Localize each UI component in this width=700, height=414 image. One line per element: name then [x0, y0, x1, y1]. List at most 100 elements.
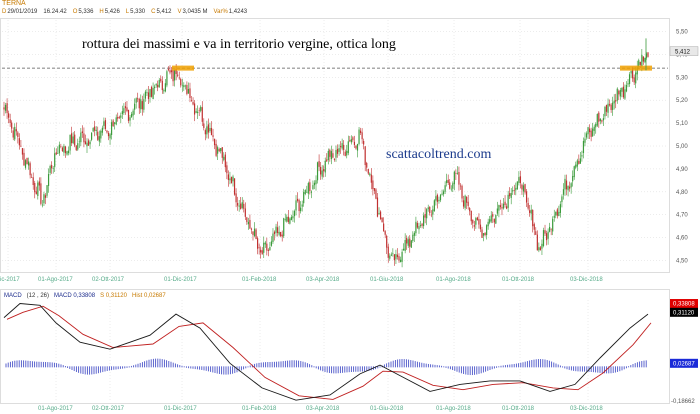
- candle-body: [632, 68, 634, 79]
- candle-body: [55, 152, 57, 155]
- candle-body: [450, 188, 452, 190]
- candle-body: [415, 221, 417, 234]
- candle-body: [310, 191, 312, 193]
- candle-body: [509, 193, 511, 197]
- macd-line: [3, 303, 649, 401]
- candle-body: [584, 138, 586, 143]
- candle-body: [115, 117, 117, 125]
- candle-body: [155, 83, 157, 86]
- macd-x-tick-label: 01-Feb-2018: [242, 406, 277, 412]
- candle-body: [547, 231, 549, 239]
- candle-body: [246, 217, 248, 222]
- candle-body: [200, 106, 202, 111]
- candle-body: [476, 217, 478, 220]
- candle-body: [396, 254, 399, 258]
- candle-body: [561, 196, 563, 203]
- x-tick-label: 01-Giu-2018: [370, 277, 404, 283]
- candle-body: [359, 130, 362, 133]
- candle-body: [393, 254, 395, 261]
- candle-body: [6, 103, 8, 113]
- quote-bar: D29/01/2019 16.24.42 O5,336 H5,426 L5,330 C5,…: [2, 9, 253, 15]
- candle-body: [567, 186, 569, 191]
- candle-body: [278, 231, 280, 235]
- candle-body: [358, 129, 360, 144]
- candle-body: [573, 166, 575, 178]
- candle-body: [14, 126, 16, 140]
- candle-body: [41, 204, 44, 206]
- quote-field: Var%1,4243: [213, 9, 248, 15]
- candle-body: [263, 242, 265, 253]
- candle-body: [538, 247, 540, 251]
- candle-body: [309, 182, 311, 192]
- candle-body: [11, 122, 13, 129]
- signal-line: [6, 305, 652, 400]
- quote-field: V3,0435 M: [177, 9, 208, 15]
- candle-body: [17, 132, 19, 138]
- candle-body: [492, 214, 494, 217]
- macd-min-label: -0,18662: [671, 399, 695, 405]
- candle-body: [9, 119, 11, 123]
- candle-body: [347, 141, 349, 154]
- candle-body: [604, 106, 606, 117]
- candle-body: [149, 89, 151, 97]
- candle-body: [253, 228, 256, 237]
- candle-body: [549, 226, 551, 232]
- candle-body: [552, 218, 554, 232]
- candle-body: [20, 145, 22, 147]
- candle-body: [516, 181, 518, 189]
- candle-body: [247, 221, 249, 225]
- candle-body: [458, 171, 460, 185]
- candle-body: [390, 254, 392, 256]
- candle-body: [642, 56, 644, 62]
- candle-body: [210, 127, 213, 136]
- candle-body: [124, 106, 127, 109]
- candle-body: [558, 211, 560, 217]
- candle-body: [353, 141, 356, 145]
- candle-body: [296, 198, 299, 201]
- candle-body: [618, 90, 620, 95]
- candle-body: [32, 177, 34, 186]
- candle-body: [602, 118, 605, 121]
- candle-body: [413, 232, 415, 236]
- x-tick-label: 01-Dic-2017: [164, 277, 197, 283]
- candle-body: [607, 103, 609, 113]
- candle-body: [306, 191, 308, 193]
- candle-body: [318, 161, 320, 167]
- candle-body: [621, 87, 623, 92]
- candle-body: [46, 185, 48, 196]
- candle-body: [220, 148, 222, 152]
- candle-body: [4, 104, 7, 111]
- y-tick-label: 4,50: [676, 259, 688, 265]
- candle-body: [556, 209, 558, 216]
- candle-body: [175, 68, 177, 75]
- candle-body: [215, 143, 217, 156]
- candle-body: [269, 247, 271, 251]
- candle-body: [126, 107, 128, 112]
- candle-body: [387, 246, 389, 258]
- chart-annotation: rottura dei massimi e va in territorio v…: [82, 37, 396, 52]
- candle-body: [31, 177, 33, 178]
- candle-body: [167, 69, 170, 71]
- candle-body: [412, 234, 414, 241]
- candle-body: [619, 90, 621, 97]
- candle-body: [532, 209, 534, 227]
- y-tick-label: 4,70: [676, 213, 688, 219]
- candle-body: [135, 98, 137, 103]
- x-tick-label: 01-Ago-2017: [38, 277, 73, 283]
- candle-body: [601, 120, 603, 122]
- candle-body: [312, 185, 314, 190]
- candle-body: [513, 190, 515, 191]
- candle-body: [582, 141, 585, 154]
- candle-body: [527, 203, 529, 209]
- candle-body: [535, 231, 537, 235]
- candle-body: [585, 133, 588, 138]
- candle-body: [407, 239, 409, 246]
- candle-body: [218, 149, 220, 152]
- y-tick-label: 5,10: [676, 121, 688, 127]
- candle-body: [429, 206, 431, 214]
- candle-body: [52, 168, 54, 169]
- candle-body: [69, 134, 71, 151]
- candle-body: [177, 74, 179, 76]
- candle-body: [198, 110, 200, 111]
- candle-body: [43, 194, 45, 204]
